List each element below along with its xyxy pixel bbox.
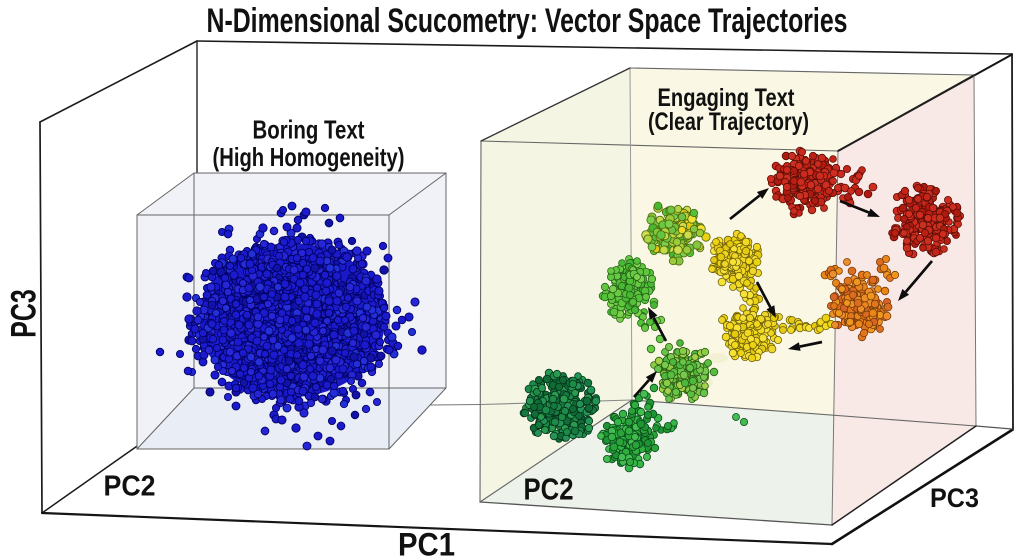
svg-text:N-Dimensional Scucometry: Vect: N-Dimensional Scucometry: Vector Space T… xyxy=(207,2,848,40)
svg-text:PC3: PC3 xyxy=(5,289,44,338)
svg-text:(High Homogeneity): (High Homogeneity) xyxy=(213,142,405,172)
svg-text:PC1: PC1 xyxy=(398,527,455,559)
svg-text:Boring Text: Boring Text xyxy=(253,115,365,145)
svg-text:(Clear Trajectory): (Clear Trajectory) xyxy=(648,108,809,136)
svg-text:PC2: PC2 xyxy=(104,471,156,503)
svg-text:PC2: PC2 xyxy=(524,473,574,507)
svg-text:PC3: PC3 xyxy=(930,483,979,513)
